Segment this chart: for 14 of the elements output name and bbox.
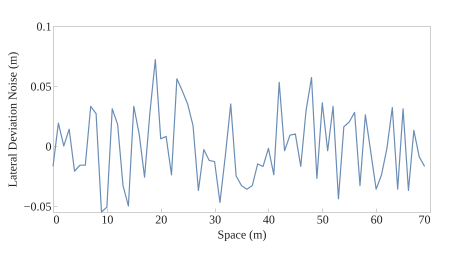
x-tick-label: 20 (155, 212, 168, 226)
y-axis-title: Lateral Deviation Noise (m) (6, 52, 20, 188)
x-axis-title: Space (m) (218, 228, 266, 242)
x-tick-label: 60 (370, 212, 383, 226)
y-tick-label: −0.05 (24, 200, 52, 214)
x-tick-label: 10 (101, 212, 114, 226)
x-tick-label: 70 (418, 212, 430, 226)
x-tick-label: 30 (209, 212, 222, 226)
y-tick-label: 0 (46, 140, 52, 154)
line-series (52, 59, 426, 213)
y-tick-label: 0.05 (30, 80, 52, 94)
x-tick-label: 50 (316, 212, 329, 226)
x-tick-label: 40 (262, 212, 275, 226)
y-tick-label: 0.1 (36, 20, 52, 34)
